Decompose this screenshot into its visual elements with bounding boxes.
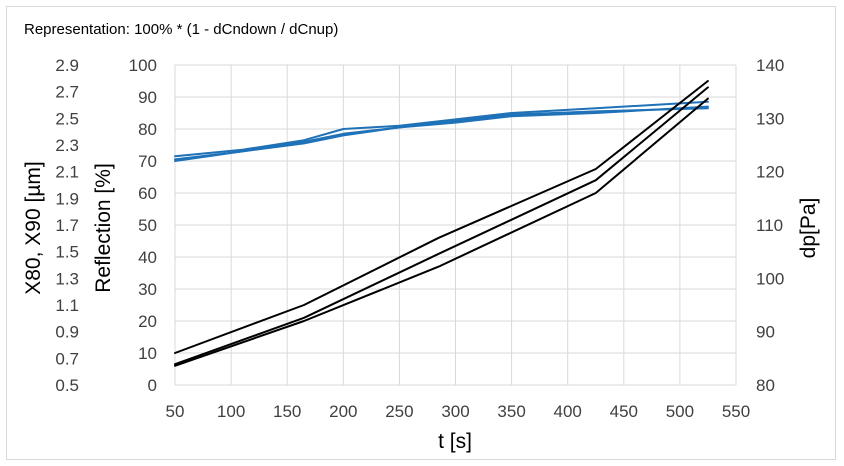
- series-line-dp-2: [174, 86, 709, 366]
- y-tick-label-dp: 130: [756, 109, 784, 128]
- y-tick-label-particle-size: 2.5: [55, 109, 79, 128]
- y-tick-label-particle-size: 1.5: [55, 243, 79, 262]
- y-axis-title-outer: X80, X90 [µm]: [22, 161, 45, 295]
- y-tick-label-dp: 100: [756, 269, 784, 288]
- y-tick-label-particle-size: 2.9: [55, 56, 79, 75]
- x-tick-label: 250: [385, 402, 413, 421]
- series-line-dp-1: [174, 80, 709, 354]
- x-tick-label: 200: [329, 402, 357, 421]
- series-line-reflection-2: [174, 107, 709, 161]
- y-tick-label-reflection: 100: [129, 56, 157, 75]
- chart-annotation: Representation: 100% * (1 - dCndown / dC…: [24, 21, 338, 38]
- series-group: [174, 80, 709, 367]
- y-axis-title-inner: Reflection [%]: [92, 163, 115, 293]
- y-tick-label-reflection: 20: [138, 312, 157, 331]
- y-tick-label-particle-size: 2.1: [55, 163, 79, 182]
- x-tick-label: 300: [441, 402, 469, 421]
- y-tick-label-reflection: 10: [138, 344, 157, 363]
- x-tick-label: 150: [273, 402, 301, 421]
- y-tick-label-particle-size: 0.5: [55, 376, 79, 395]
- grid: [174, 64, 737, 386]
- x-tick-label: 550: [722, 402, 750, 421]
- series-line-dp-3: [174, 97, 709, 367]
- x-tick-label: 500: [666, 402, 694, 421]
- y-tick-label-reflection: 60: [138, 184, 157, 203]
- y-tick-label-reflection: 70: [138, 152, 157, 171]
- y-axis-title-right: dp[Pa]: [797, 198, 820, 259]
- y-tick-label-particle-size: 2.7: [55, 83, 79, 102]
- x-tick-label: 50: [166, 402, 185, 421]
- y-tick-label-reflection: 90: [138, 88, 157, 107]
- x-tick-label: 450: [610, 402, 638, 421]
- x-tick-label: 100: [217, 402, 245, 421]
- y-tick-label-particle-size: 1.9: [55, 189, 79, 208]
- series-line-reflection-3: [174, 105, 709, 162]
- y-tick-label-particle-size: 1.3: [55, 269, 79, 288]
- y-tick-label-dp: 110: [756, 216, 783, 235]
- y-tick-label-reflection: 30: [138, 280, 157, 299]
- series-line-reflection-1: [174, 100, 709, 158]
- x-tick-label: 350: [497, 402, 525, 421]
- y-tick-label-reflection: 80: [138, 120, 157, 139]
- x-axis-title: t [s]: [438, 430, 472, 453]
- y-tick-label-particle-size: 0.9: [55, 323, 79, 342]
- y-tick-label-particle-size: 0.7: [55, 349, 79, 368]
- y-tick-label-dp: 120: [756, 163, 784, 182]
- x-tick-label: 400: [554, 402, 582, 421]
- y-tick-label-dp: 90: [756, 323, 775, 342]
- chart-frame: [6, 6, 836, 460]
- y-tick-label-particle-size: 1.1: [55, 296, 79, 315]
- y-tick-label-reflection: 0: [148, 376, 157, 395]
- y-tick-label-particle-size: 2.3: [55, 136, 79, 155]
- y-tick-label-reflection: 50: [138, 216, 157, 235]
- tick-labels: 50 100 150 200 250 300 350 400 450 500 550 0 10 20 30 4…: [55, 56, 784, 421]
- y-tick-label-particle-size: 1.7: [55, 216, 79, 235]
- y-tick-label-dp: 80: [756, 376, 775, 395]
- y-tick-label-dp: 140: [756, 56, 784, 75]
- y-tick-label-reflection: 40: [138, 248, 157, 267]
